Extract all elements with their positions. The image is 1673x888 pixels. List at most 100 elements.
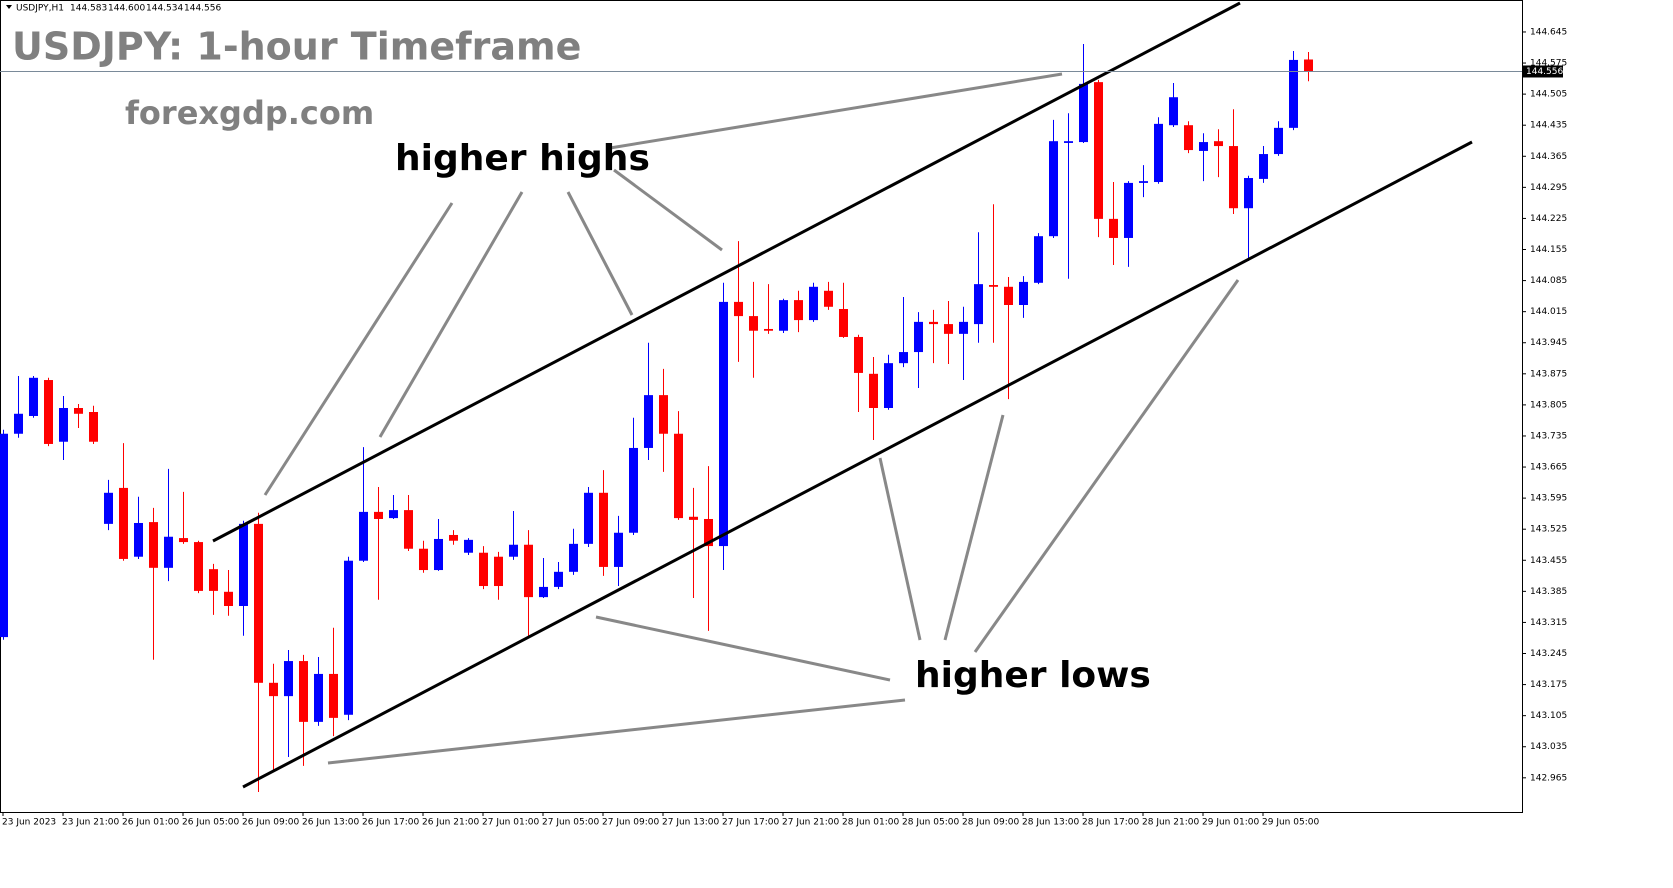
x-tick-label: 26 Jun 05:00 xyxy=(182,818,239,828)
candle-body xyxy=(344,560,353,715)
pointer xyxy=(943,414,1005,641)
y-tick-label: 144.435 xyxy=(1530,121,1567,131)
candle-body xyxy=(254,523,263,683)
candle-body xyxy=(149,522,158,568)
candle-body xyxy=(584,492,593,544)
x-tick-label: 27 Jun 05:00 xyxy=(542,818,599,828)
pointer xyxy=(595,615,891,682)
candle-body xyxy=(1274,127,1283,155)
candle-body xyxy=(689,516,698,520)
candle-body xyxy=(674,433,683,519)
candle-body xyxy=(1229,146,1238,209)
candle-body xyxy=(884,363,893,408)
x-tick-label: 28 Jun 13:00 xyxy=(1022,818,1079,828)
x-tick-label: 27 Jun 01:00 xyxy=(482,818,539,828)
y-tick-label: 143.315 xyxy=(1530,618,1567,628)
candle-body xyxy=(194,542,203,591)
candle-body xyxy=(569,543,578,572)
x-tick-label: 26 Jun 01:00 xyxy=(122,818,179,828)
candle-body xyxy=(1304,59,1313,72)
candle-body xyxy=(809,286,818,321)
quote-low: 144.534 xyxy=(146,4,183,14)
candle-body xyxy=(959,321,968,334)
candle-body xyxy=(869,373,878,408)
pointer xyxy=(378,191,524,438)
candle-body xyxy=(494,556,503,587)
x-tick-label: 26 Jun 17:00 xyxy=(362,818,419,828)
x-tick-label: 27 Jun 13:00 xyxy=(662,818,719,828)
candle-body xyxy=(629,447,638,533)
candle-body xyxy=(704,518,713,547)
candle-body xyxy=(644,395,653,448)
candle-body xyxy=(989,285,998,287)
candle-body xyxy=(794,300,803,321)
y-tick-label: 144.645 xyxy=(1530,27,1567,37)
watermark: forexgdp.com xyxy=(125,94,374,132)
pointer xyxy=(973,279,1240,653)
candle-body xyxy=(239,523,248,607)
x-tick-label: 28 Jun 01:00 xyxy=(842,818,899,828)
x-tick-label: 27 Jun 21:00 xyxy=(782,818,839,828)
candle-body xyxy=(59,407,68,442)
pointer xyxy=(613,168,723,252)
candle-body xyxy=(1064,141,1073,143)
candle-body xyxy=(1154,123,1163,183)
candle-body xyxy=(374,511,383,519)
candle-body xyxy=(434,538,443,571)
candle-body xyxy=(89,411,98,442)
candle-body xyxy=(464,539,473,553)
x-tick-label: 27 Jun 17:00 xyxy=(722,818,779,828)
x-tick-label: 28 Jun 09:00 xyxy=(962,818,1019,828)
pointers xyxy=(263,72,1240,765)
candle-body xyxy=(29,377,38,416)
candle-body xyxy=(524,544,533,598)
candle-body xyxy=(1079,83,1088,143)
candle-body xyxy=(404,510,413,549)
candle-body xyxy=(1214,141,1223,147)
candle-body xyxy=(299,661,308,722)
x-tick-label: 29 Jun 05:00 xyxy=(1262,818,1319,828)
candle-body xyxy=(104,492,113,524)
candle-body xyxy=(0,433,8,638)
candle-body xyxy=(944,324,953,334)
candle-body xyxy=(449,534,458,541)
candle-body xyxy=(164,536,173,568)
candle-body xyxy=(179,538,188,543)
candle-body xyxy=(479,552,488,587)
y-tick-label: 144.085 xyxy=(1530,276,1567,286)
pointer xyxy=(263,202,454,496)
candle-body xyxy=(614,532,623,567)
candle-body xyxy=(44,380,53,444)
candle-body xyxy=(134,522,143,557)
x-tick-label: 28 Jun 05:00 xyxy=(902,818,959,828)
upper-channel xyxy=(212,1,1241,543)
pointer xyxy=(878,457,922,641)
x-tick-label: 27 Jun 09:00 xyxy=(602,818,659,828)
y-tick-label: 144.015 xyxy=(1530,307,1567,317)
x-tick-label: 29 Jun 01:00 xyxy=(1202,818,1259,828)
candle-body xyxy=(1109,218,1118,238)
candle-body xyxy=(1004,286,1013,305)
quote-close: 144.556 xyxy=(184,4,221,14)
candle-body xyxy=(539,586,548,598)
candle-body xyxy=(224,591,233,607)
x-tick-label: 28 Jun 17:00 xyxy=(1082,818,1139,828)
chart-title: USDJPY: 1-hour Timeframe xyxy=(12,25,581,69)
candle-body xyxy=(599,492,608,567)
candle-body xyxy=(974,284,983,325)
channel xyxy=(212,1,1473,789)
x-tick-label: 23 Jun 2023 xyxy=(2,818,56,828)
candle-body xyxy=(764,328,773,331)
candle-body xyxy=(1034,236,1043,283)
candle-body xyxy=(359,511,368,561)
pointer xyxy=(609,72,1063,150)
candle-body xyxy=(749,316,758,331)
quote-high: 144.600 xyxy=(108,4,145,14)
y-tick-label: 143.945 xyxy=(1530,338,1567,348)
candle-body xyxy=(1199,142,1208,151)
y-tick-label: 143.105 xyxy=(1530,711,1567,721)
x-tick-label: 26 Jun 09:00 xyxy=(242,818,299,828)
candle-body xyxy=(1259,154,1268,179)
